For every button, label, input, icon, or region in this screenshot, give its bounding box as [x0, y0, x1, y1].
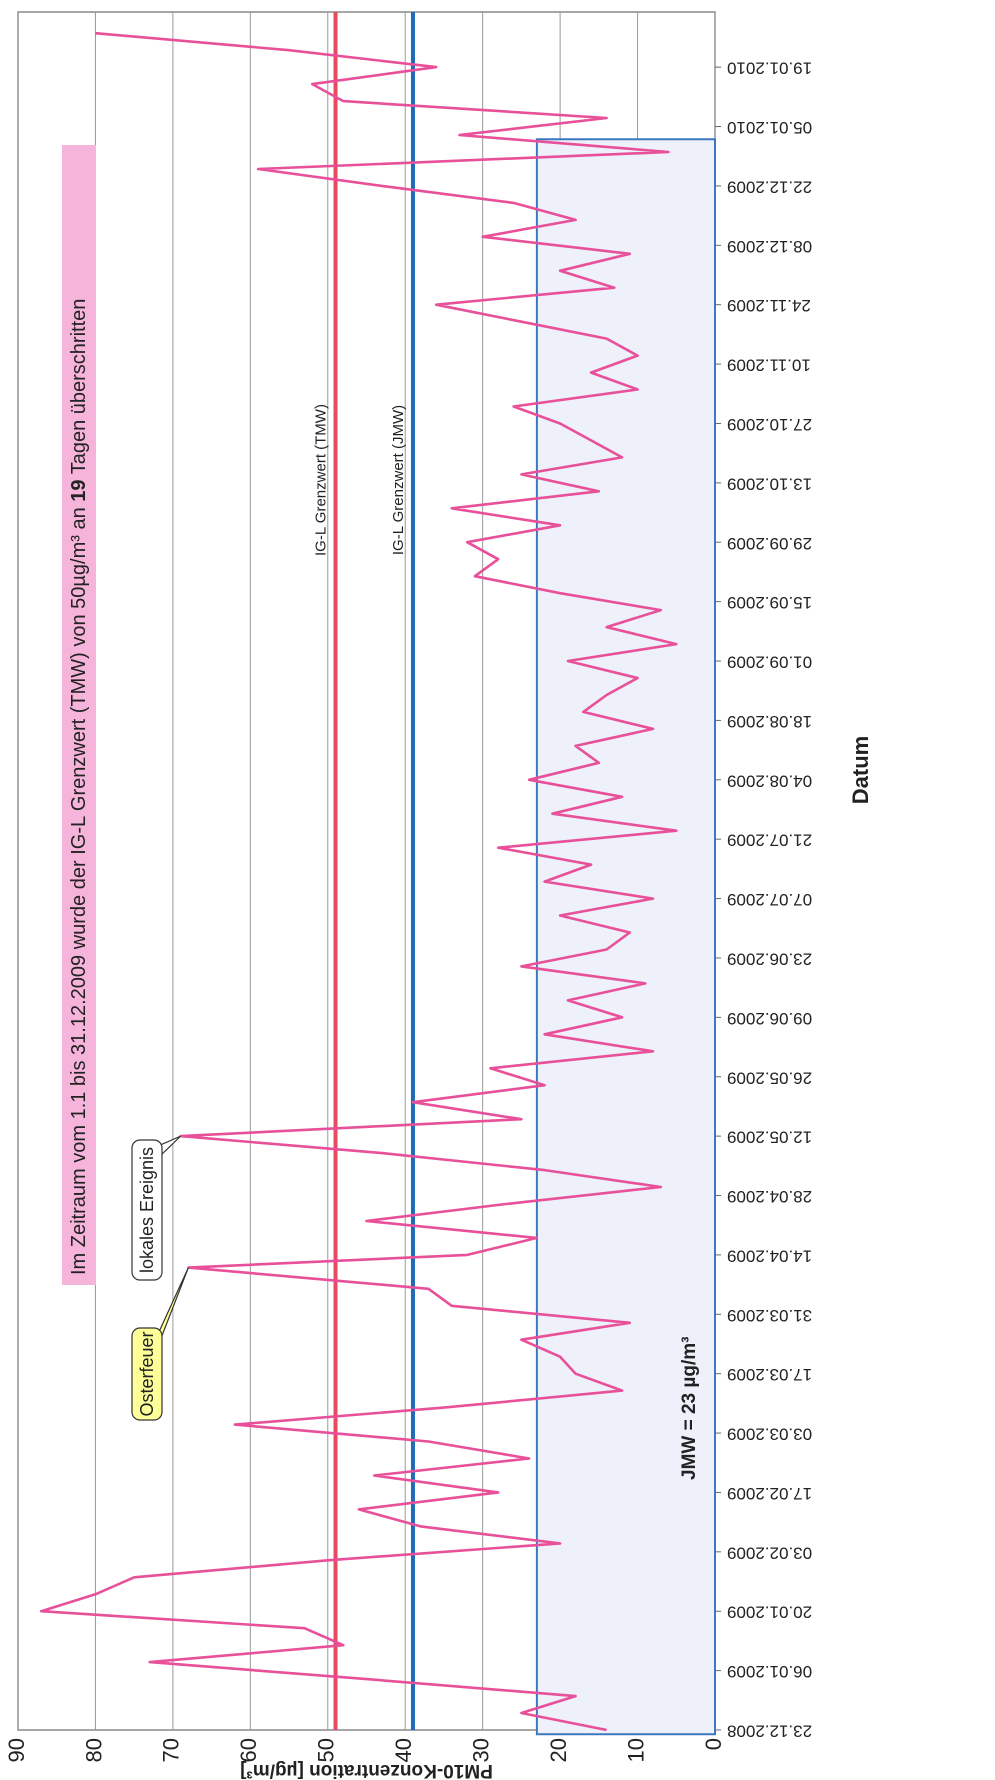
ref-line-label: IG-L Grenzwert (TMW)	[312, 404, 329, 556]
y-tick-label: 40	[391, 1738, 416, 1762]
x-tick-label: 22.12.2009	[727, 177, 812, 196]
x-tick-label: 09.06.2009	[727, 1009, 812, 1028]
x-tick-label: 29.09.2009	[727, 534, 812, 553]
x-tick-label: 20.01.2009	[727, 1603, 812, 1622]
callout-box	[131, 1139, 163, 1281]
y-tick-label: 80	[81, 1738, 106, 1762]
x-tick-label: 12.05.2009	[727, 1128, 812, 1147]
y-tick-label: 0	[701, 1738, 726, 1750]
callout-pointer	[157, 1267, 189, 1347]
data-line	[39, 31, 678, 1732]
callout-text: lokales Ereignis	[137, 1147, 157, 1273]
x-tick-label: 06.01.2009	[727, 1662, 812, 1681]
x-tick-label: 21.07.2009	[727, 831, 812, 850]
x-tick-label: 01.09.2009	[727, 653, 812, 672]
x-tick-label: 17.03.2009	[727, 1365, 812, 1384]
annotation-bold: 19	[68, 479, 90, 501]
x-tick-label: 05.01.2010	[727, 118, 812, 137]
x-tick-label: 31.03.2009	[727, 1306, 812, 1325]
annotation-text: Tagen überschritten	[68, 299, 90, 480]
ref-line-label: IG-L Grenzwert (JMW)	[390, 405, 407, 555]
x-tick-label: 08.12.2009	[727, 237, 812, 256]
callout-text: Osterfeuer	[137, 1331, 157, 1416]
x-tick-label: 10.11.2009	[727, 356, 811, 375]
callout-box	[131, 1327, 163, 1421]
x-tick-label: 04.08.2009	[727, 771, 812, 790]
x-tick-label: 23.12.2008	[727, 1722, 812, 1741]
y-tick-label: 20	[546, 1738, 571, 1762]
y-tick-label: 60	[236, 1738, 261, 1762]
x-tick-label: 23.06.2009	[727, 949, 812, 968]
callout-pointer	[157, 1135, 182, 1159]
x-tick-label: 14.04.2009	[727, 1246, 812, 1265]
y-tick-label: 70	[159, 1738, 184, 1762]
x-tick-label: 03.03.2009	[727, 1425, 812, 1444]
x-axis-title: Datum	[848, 736, 873, 804]
y-tick-label: 10	[623, 1738, 648, 1762]
x-tick-label: 03.02.2009	[727, 1543, 812, 1562]
x-tick-label: 07.07.2009	[727, 890, 812, 909]
x-tick-label: 19.01.2010	[727, 59, 812, 78]
y-axis-title: PM10-Konzentration [µg/m³]	[240, 1760, 493, 1780]
jmw-label: JMW = 23 µg/m³	[679, 1337, 700, 1480]
x-tick-label: 28.04.2009	[727, 1187, 812, 1206]
annotation-bg	[62, 145, 96, 1285]
x-tick-label: 17.02.2009	[727, 1484, 812, 1503]
x-tick-label: 27.10.2009	[727, 415, 812, 434]
y-tick-label: 30	[468, 1738, 493, 1762]
y-tick-label: 50	[314, 1738, 339, 1762]
annotation-text: Im Zeitraum vom 1.1 bis 31.12.2009 wurde…	[68, 502, 90, 1275]
rotated-chart: 0 10 20 30 40 50 60 70 80 90 PM10-Konzentration [µ…	[4, 11, 873, 1780]
x-tick-label: 13.10.2009	[727, 474, 812, 493]
x-tick-label: 15.09.2009	[727, 593, 812, 612]
x-tick-label: 26.05.2009	[727, 1068, 812, 1087]
x-tick-label: 24.11.2009	[727, 296, 811, 315]
annotation: Im Zeitraum vom 1.1 bis 31.12.2009 wurde…	[68, 299, 90, 1275]
x-tick-label: 18.08.2009	[727, 712, 812, 731]
y-tick-label: 90	[4, 1738, 29, 1762]
